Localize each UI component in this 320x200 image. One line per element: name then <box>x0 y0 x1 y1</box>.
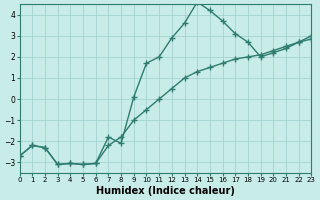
X-axis label: Humidex (Indice chaleur): Humidex (Indice chaleur) <box>96 186 235 196</box>
